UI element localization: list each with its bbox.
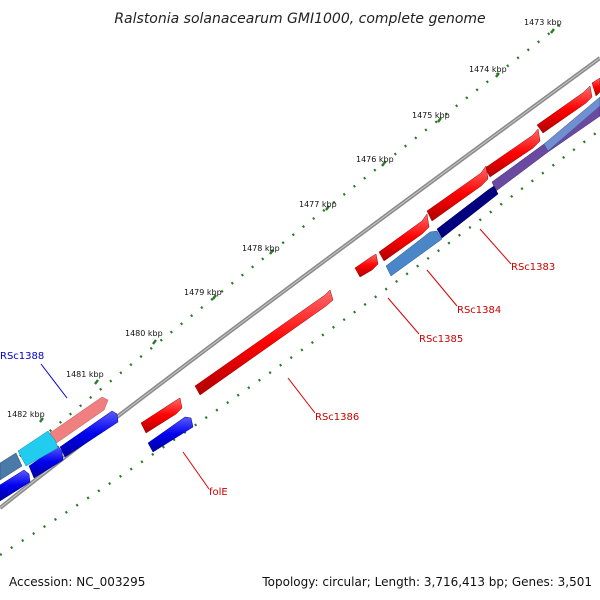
outer-tick-ring [0, 24, 561, 474]
cds-forward[interactable] [536, 85, 593, 134]
tick-label: 1476 kbp [356, 155, 394, 164]
cds-forward[interactable] [354, 253, 379, 278]
cds-reverse[interactable] [59, 410, 119, 458]
cds-reverse[interactable] [385, 230, 443, 277]
tick-label: 1477 kbp [299, 200, 337, 209]
inner-tick-ring [0, 129, 600, 557]
cds-reverse[interactable] [147, 416, 194, 453]
tick-label: 1475 kbp [412, 111, 450, 120]
cds-reverse-steel[interactable] [0, 452, 23, 481]
gene-label[interactable]: RSc1383 [511, 262, 555, 273]
gene-label[interactable]: RSc1385 [419, 334, 463, 345]
map-title: Ralstonia solanacearum GMI1000, complete… [114, 11, 485, 27]
reverse-strand-track [0, 96, 600, 502]
cds-reverse[interactable] [436, 185, 499, 239]
cds-reverse[interactable] [0, 469, 31, 502]
cds-forward[interactable] [426, 165, 489, 222]
tick-label: 1473 kbp [524, 18, 562, 27]
tick-label: 1474 kbp [469, 65, 507, 74]
cds-reverse[interactable] [543, 96, 600, 152]
gene-label[interactable]: RSc1384 [457, 305, 501, 316]
tick-label: 1481 kbp [66, 370, 104, 379]
cds-forward[interactable] [378, 213, 430, 262]
major-ticks [39, 28, 555, 423]
tick-label: 1480 kbp [125, 329, 163, 338]
forward-strand-track [49, 77, 600, 445]
tick-label: 1482 kbp [7, 410, 45, 419]
gene-label[interactable]: folE [209, 487, 228, 498]
cds-forward[interactable] [484, 128, 541, 178]
gene-label[interactable]: RSc1388 [0, 351, 44, 362]
cds-forward-partial[interactable] [591, 77, 600, 97]
label-leaders [40, 228, 512, 490]
gene-labels: RSc1383 RSc1384 RSc1385 RSc1386 RSc1388 … [0, 262, 555, 498]
genome-summary: Topology: circular; Length: 3,716,413 bp… [261, 575, 592, 589]
tick-label: 1478 kbp [242, 244, 280, 253]
gene-label[interactable]: RSc1386 [315, 412, 359, 423]
cds-reverse-light[interactable] [17, 430, 59, 467]
cds-forward[interactable] [194, 289, 334, 396]
tick-label: 1479 kbp [184, 288, 222, 297]
tick-labels: 1473 kbp 1474 kbp 1475 kbp 1476 kbp 1477… [7, 18, 562, 419]
cds-forward[interactable] [140, 397, 183, 434]
accession-label: Accession: NC_003295 [9, 575, 145, 589]
